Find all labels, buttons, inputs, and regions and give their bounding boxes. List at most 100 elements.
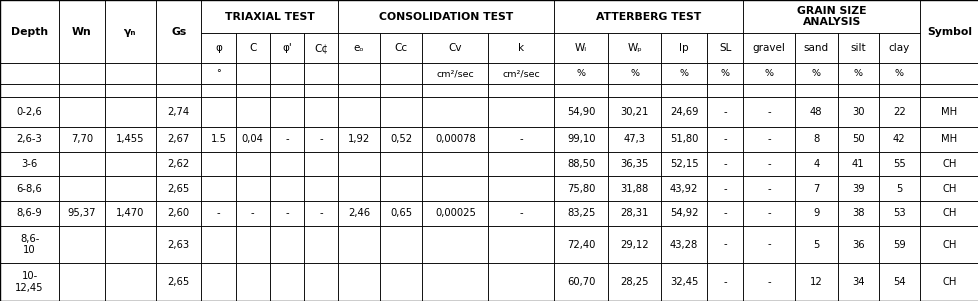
Bar [706,97,742,127]
Text: γₙ: γₙ [124,26,136,37]
Text: 32,45: 32,45 [669,277,697,287]
Bar [0,0,59,63]
Text: 59: 59 [892,240,905,250]
Bar [919,0,978,63]
Bar [337,63,379,84]
Bar [0,127,59,152]
Text: %: % [720,69,729,78]
Text: Gs: Gs [171,26,186,37]
Bar [878,63,919,84]
Bar [156,226,201,263]
Text: -: - [767,277,770,287]
Bar [422,97,488,127]
Bar [742,84,794,97]
Bar [379,63,422,84]
Bar [105,263,156,301]
Bar [379,226,422,263]
Bar [794,176,837,201]
Text: 51,80: 51,80 [669,134,697,144]
Bar [0,97,59,127]
Text: 83,25: 83,25 [566,208,595,219]
Bar [554,176,607,201]
Bar [706,152,742,176]
Bar [837,152,878,176]
Bar [59,201,105,226]
Bar [270,263,303,301]
Bar [661,201,706,226]
Bar [59,0,105,63]
Bar [156,97,201,127]
Text: -: - [519,134,522,144]
Bar [379,127,422,152]
Text: -: - [767,134,770,144]
Bar [156,263,201,301]
Bar [837,97,878,127]
Bar [488,226,554,263]
Text: 0,00025: 0,00025 [434,208,475,219]
Text: MH: MH [941,134,956,144]
Text: °: ° [216,69,221,78]
Text: 7,70: 7,70 [70,134,93,144]
Bar [156,63,201,84]
Text: TRIAXIAL TEST: TRIAXIAL TEST [225,11,314,22]
Text: cm²/sec: cm²/sec [436,69,473,78]
Text: 95,37: 95,37 [67,208,96,219]
Text: 43,92: 43,92 [669,184,697,194]
Text: 53: 53 [892,208,905,219]
Text: 36: 36 [851,240,864,250]
Bar [236,63,270,84]
Text: Symbol: Symbol [926,26,971,37]
Bar [337,97,379,127]
Bar [105,152,156,176]
Bar [105,63,156,84]
Text: -: - [723,159,727,169]
Text: 75,80: 75,80 [566,184,595,194]
Bar [337,0,554,33]
Bar [59,127,105,152]
Bar [837,127,878,152]
Bar [919,97,978,127]
Text: -: - [767,107,770,117]
Bar [794,152,837,176]
Bar [554,97,607,127]
Text: -: - [767,159,770,169]
Text: MH: MH [941,107,956,117]
Text: ATTERBERG TEST: ATTERBERG TEST [596,11,701,22]
Bar [837,201,878,226]
Bar [379,97,422,127]
Bar [201,263,236,301]
Bar [337,152,379,176]
Bar [422,226,488,263]
Bar [661,97,706,127]
Bar [607,176,661,201]
Bar [706,84,742,97]
Text: 22: 22 [892,107,905,117]
Text: 8: 8 [813,134,819,144]
Text: Cc: Cc [394,43,408,53]
Text: %: % [811,69,820,78]
Text: 5: 5 [812,240,819,250]
Text: -: - [250,208,254,219]
Text: 2,60: 2,60 [167,208,190,219]
Text: 2,65: 2,65 [167,277,190,287]
Bar [379,33,422,63]
Bar [488,152,554,176]
Bar [661,84,706,97]
Text: 30: 30 [851,107,864,117]
Bar [156,176,201,201]
Text: 3-6: 3-6 [22,159,38,169]
Bar [270,84,303,97]
Bar [607,97,661,127]
Text: 5: 5 [895,184,902,194]
Bar [706,226,742,263]
Bar [422,176,488,201]
Bar [742,226,794,263]
Text: 60,70: 60,70 [566,277,595,287]
Text: 52,15: 52,15 [669,159,697,169]
Bar [270,226,303,263]
Bar [422,152,488,176]
Bar [661,127,706,152]
Bar [379,201,422,226]
Bar [201,97,236,127]
Bar [270,97,303,127]
